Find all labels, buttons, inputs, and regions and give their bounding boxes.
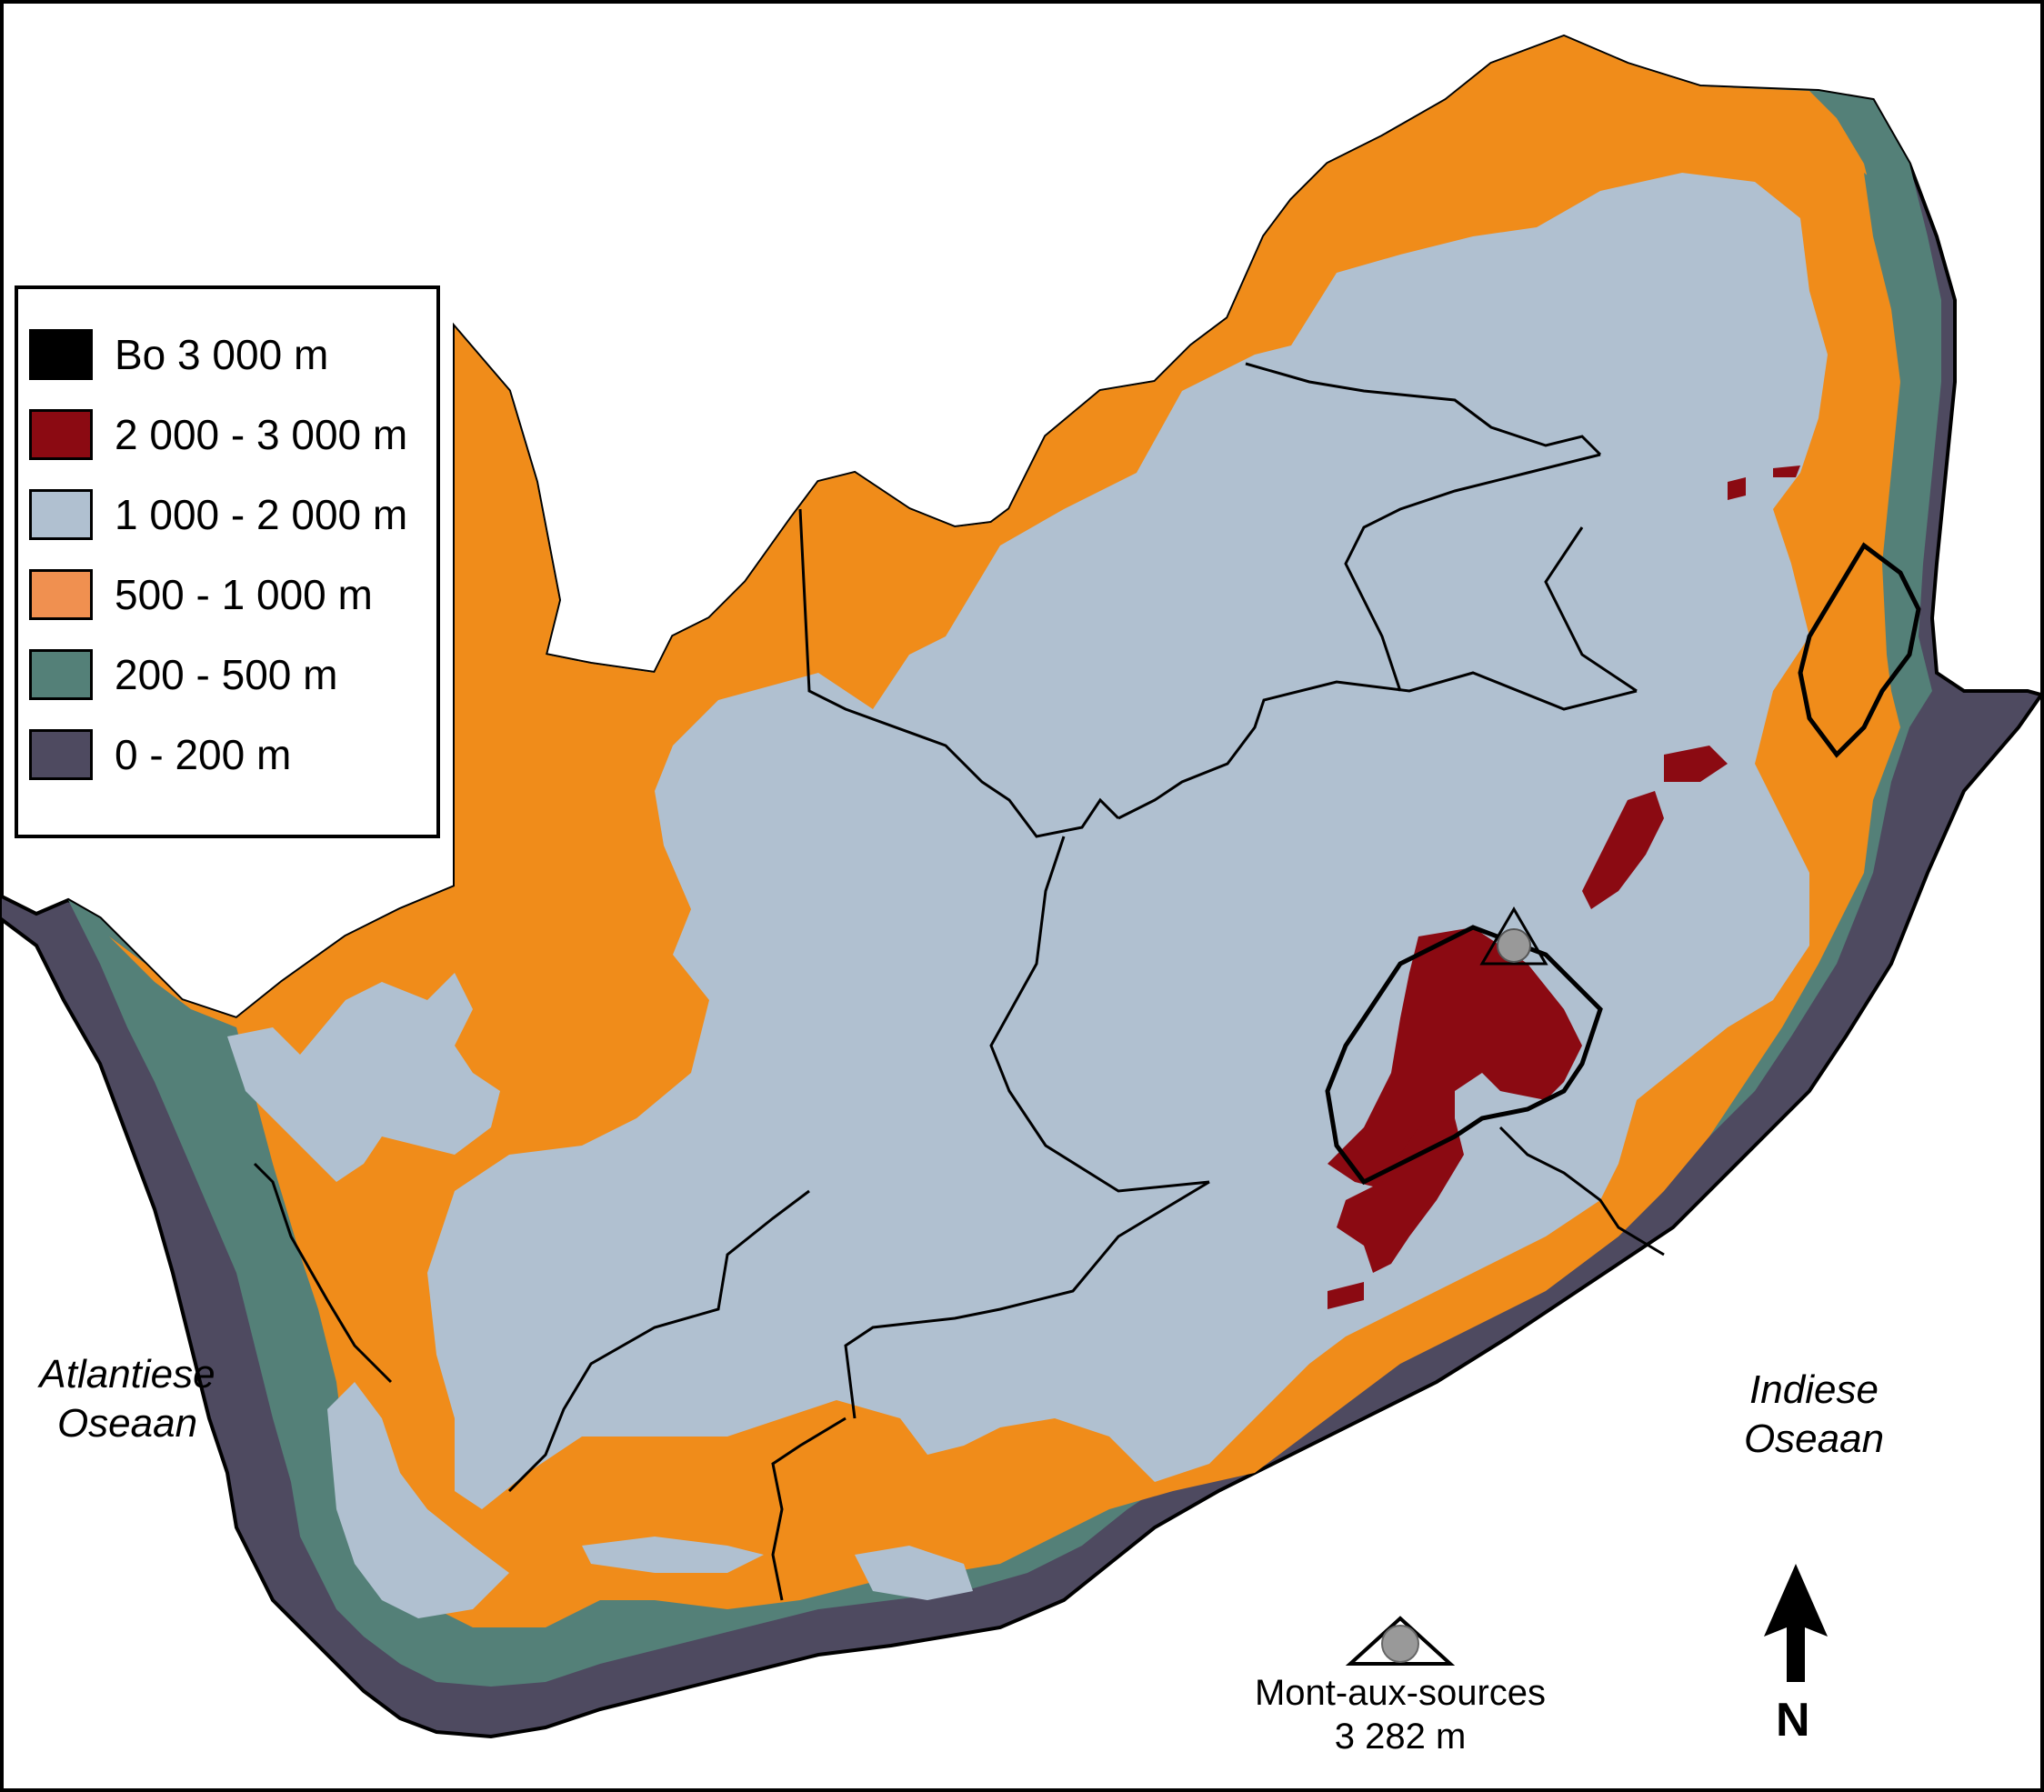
peak-marker-map — [1479, 906, 1548, 966]
atlantic-ocean-label: Atlantiese Oseaan — [9, 1350, 245, 1448]
legend-label: 0 - 200 m — [115, 731, 292, 778]
legend-item-1000-2000: 1 000 - 2 000 m — [29, 487, 407, 542]
eswatini-border — [1798, 542, 1921, 758]
ocean-label-line: Oseaan — [56, 1401, 198, 1446]
legend-swatch — [29, 729, 93, 780]
legend-swatch — [29, 489, 93, 540]
legend-label: Bo 3 000 m — [115, 331, 329, 378]
peak-elevation: 3 282 m — [1334, 1717, 1467, 1757]
north-arrow-icon — [1764, 1564, 1828, 1682]
legend-item-2000-3000: 2 000 - 3 000 m — [29, 407, 407, 462]
region-1000-2000 — [427, 173, 1828, 1509]
legend-item-200-500: 200 - 500 m — [29, 647, 337, 702]
ocean-label-line: Oseaan — [1743, 1417, 1885, 1461]
region-1000-2000-west — [227, 973, 500, 1182]
legend-swatch — [29, 409, 93, 460]
region-2000-3000-lesotho — [1328, 927, 1582, 1191]
legend-label: 1 000 - 2 000 m — [115, 491, 408, 538]
peak-name: Mont-aux-sources — [1254, 1673, 1547, 1713]
peak-legend-marker — [1345, 1616, 1456, 1666]
legend-swatch — [29, 649, 93, 700]
ocean-label-line: Atlantiese — [39, 1352, 215, 1397]
legend-swatch — [29, 329, 93, 380]
region-2000-3000-ne2 — [1773, 466, 1800, 477]
region-2000-3000-south — [1337, 1118, 1464, 1273]
region-2000-3000-ne1 — [1728, 477, 1746, 500]
region-1000-2000-south — [855, 1546, 973, 1600]
region-200-500-lowveld — [1864, 173, 1928, 382]
region-1000-2000-karoo — [582, 1537, 764, 1573]
legend-label: 2 000 - 3 000 m — [115, 411, 408, 458]
legend-item-above-3000: Bo 3 000 m — [29, 327, 328, 382]
lesotho-border — [1325, 925, 1603, 1186]
peak-label: Mont-aux-sources 3 282 m — [1209, 1671, 1591, 1758]
region-2000-3000-islet — [1328, 1282, 1364, 1309]
indian-ocean-label: Indiese Oseaan — [1700, 1366, 1928, 1464]
north-label: N — [1776, 1694, 1810, 1747]
legend-item-500-1000: 500 - 1 000 m — [29, 567, 373, 622]
legend-swatch — [29, 569, 93, 620]
map-legend: Bo 3 000 m 2 000 - 3 000 m 1 000 - 2 000… — [15, 285, 440, 838]
legend-label: 200 - 500 m — [115, 651, 338, 698]
legend-item-0-200: 0 - 200 m — [29, 727, 291, 782]
region-2000-3000-north — [1582, 791, 1664, 909]
region-1000-2000-cape — [327, 1382, 509, 1618]
legend-label: 500 - 1 000 m — [115, 571, 373, 618]
ocean-label-line: Indiese — [1749, 1367, 1879, 1412]
provincial-borders — [253, 362, 1665, 1601]
region-2000-3000-ridge — [1664, 746, 1728, 782]
